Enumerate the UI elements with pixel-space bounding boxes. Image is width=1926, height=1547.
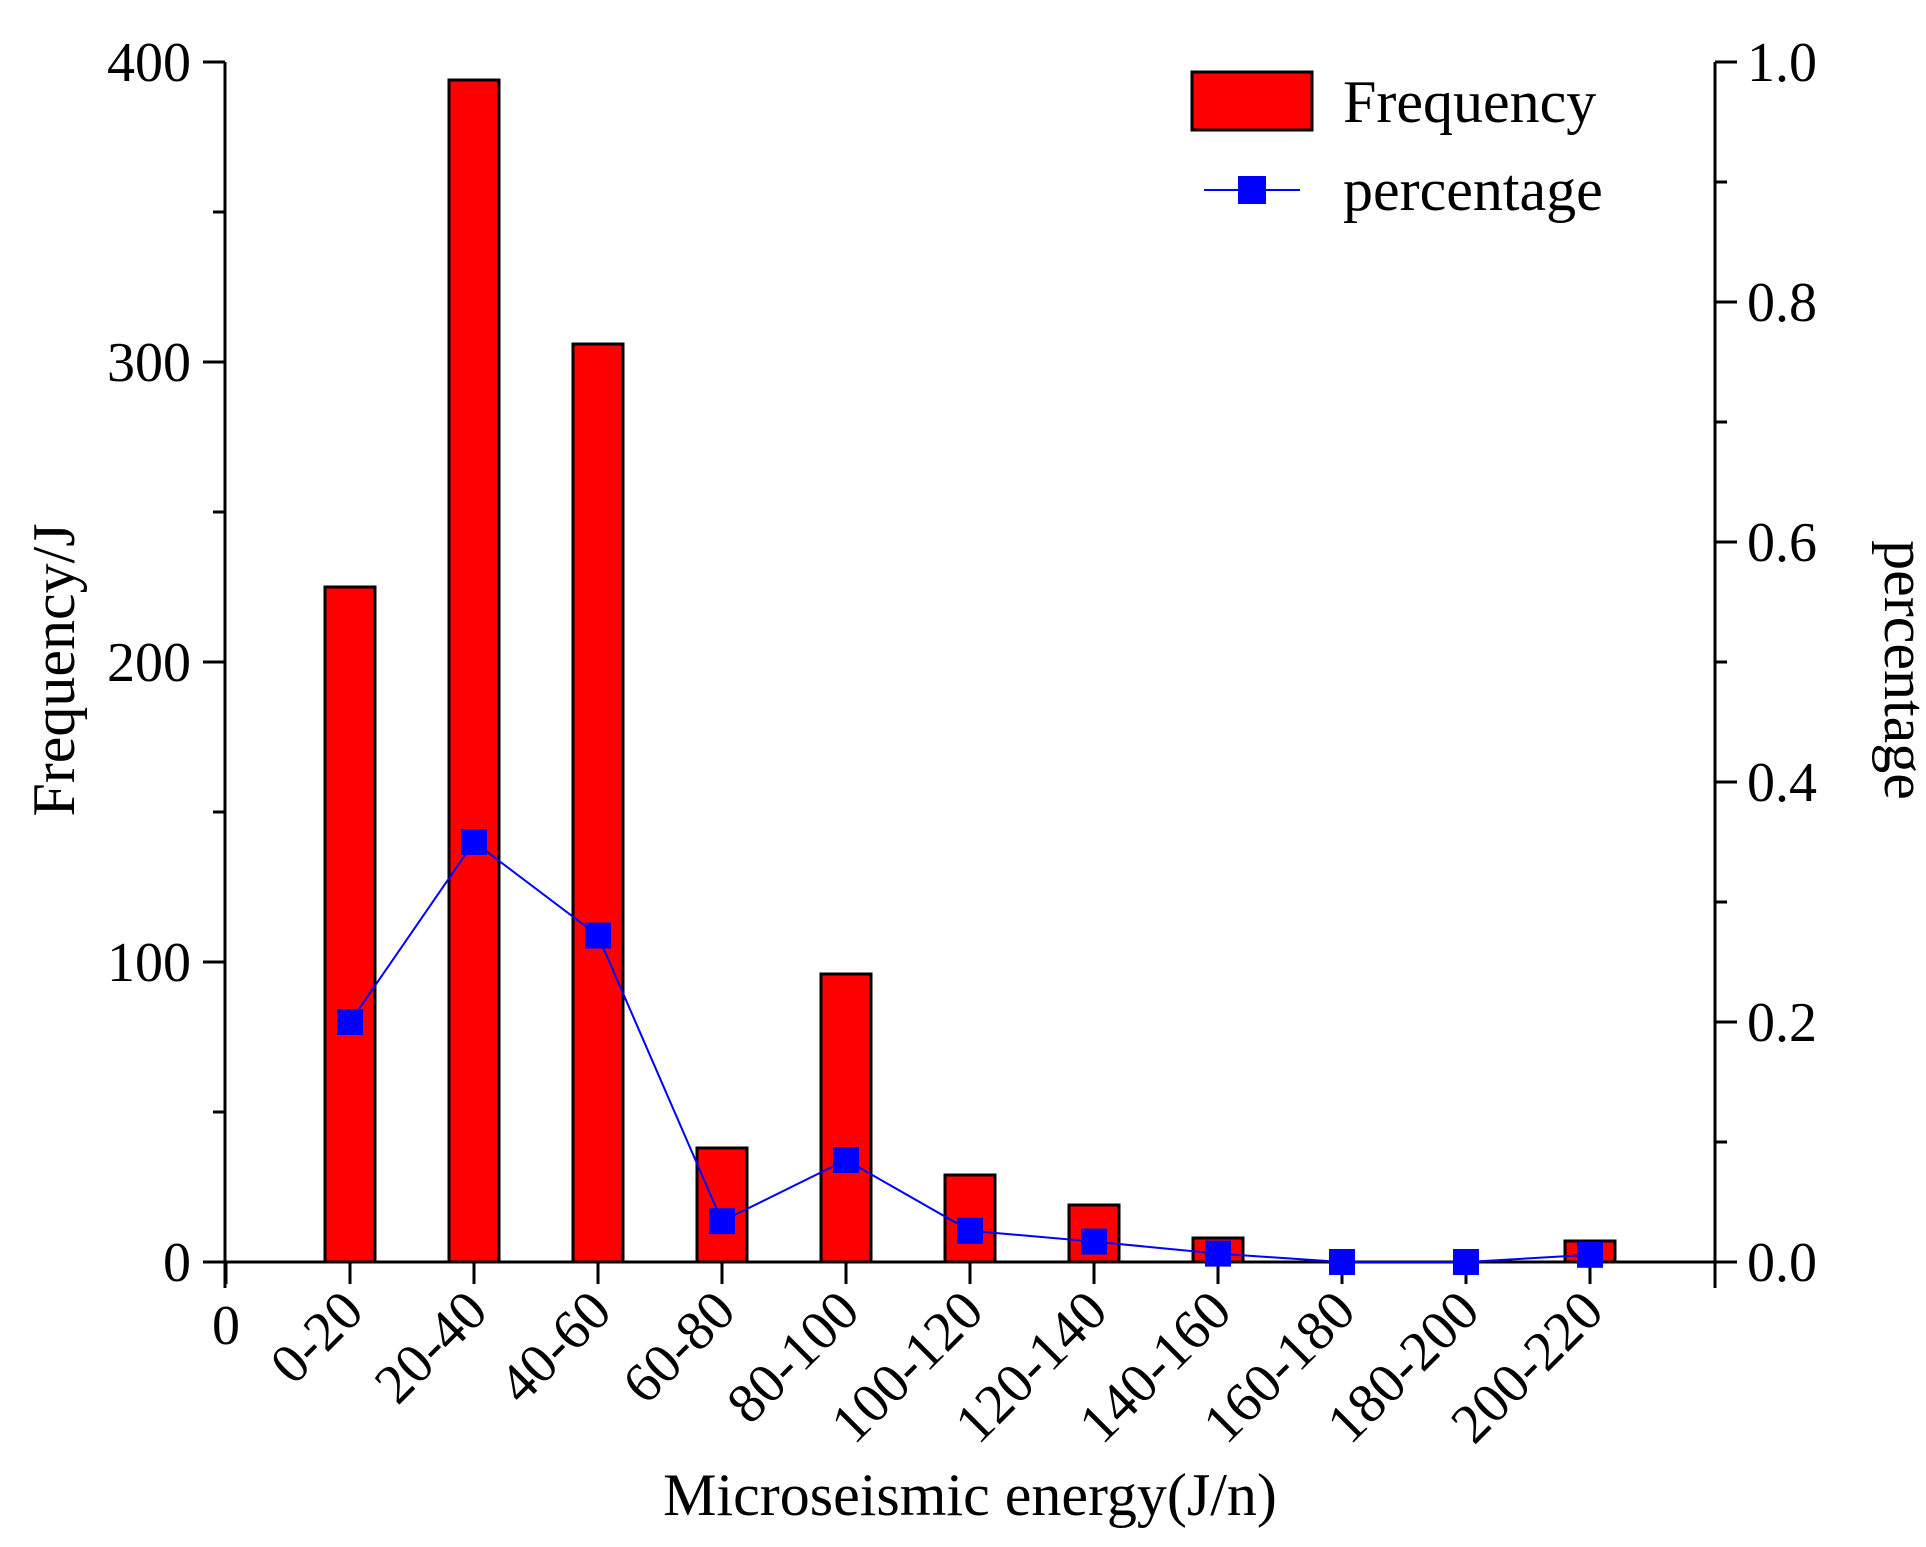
legend-label-frequency: Frequency <box>1343 69 1596 135</box>
y-right-tick-label: 1.0 <box>1747 32 1817 94</box>
percentage-point-80-100 <box>833 1147 859 1173</box>
y-axis-right-title: percentage <box>1872 540 1926 800</box>
percentage-point-0-20 <box>337 1009 363 1035</box>
bar-40-60 <box>571 342 625 1264</box>
x-tick-label-0-20: 0-20 <box>259 1279 375 1395</box>
percentage-point-160-180 <box>1329 1249 1355 1275</box>
percentage-point-100-120 <box>957 1217 983 1244</box>
percentage-point-40-60 <box>585 922 611 949</box>
y-right-tick-label: 0.2 <box>1747 992 1817 1054</box>
bar-60-80 <box>695 1146 749 1264</box>
percentage-point-140-160 <box>1205 1240 1231 1267</box>
percentage-point-120-140 <box>1081 1228 1107 1255</box>
x-tick-label-40-60: 40-60 <box>487 1279 623 1415</box>
legend: Frequency percentage <box>1190 69 1603 223</box>
x-tick-label-20-40: 20-40 <box>363 1279 499 1415</box>
y-right-tick-label: 0.6 <box>1747 512 1817 574</box>
x-origin-label: 0 <box>212 1295 240 1357</box>
y-right-tick-label: 0.4 <box>1747 752 1817 814</box>
legend-swatch-frequency <box>1190 70 1314 132</box>
percentage-point-60-80 <box>709 1208 735 1235</box>
x-axis-title: Microseismic energy(J/n) <box>663 1462 1277 1528</box>
bar-80-100 <box>819 972 873 1264</box>
percentage-point-20-40 <box>461 829 487 855</box>
y-left-tick-label: 400 <box>107 32 191 94</box>
axes-layer <box>203 60 1737 1288</box>
y-left-tick-label: 0 <box>163 1232 191 1294</box>
y-left-tick-label: 200 <box>107 632 191 694</box>
y-right-tick-label: 0.8 <box>1747 272 1817 334</box>
y-axis-left-title: Frequency/J <box>21 523 87 816</box>
y-right-tick-label: 0.0 <box>1747 1232 1817 1294</box>
bars-layer <box>323 78 1617 1264</box>
percentage-point-180-200 <box>1453 1249 1479 1275</box>
y-left-tick-label: 100 <box>107 932 191 994</box>
legend-label-percentage: percentage <box>1343 157 1603 223</box>
bar-0-20 <box>323 585 377 1264</box>
bar-20-40 <box>447 78 501 1264</box>
legend-marker-percentage <box>1238 176 1266 204</box>
y-left-tick-label: 300 <box>107 332 191 394</box>
percentage-point-200-220 <box>1577 1241 1603 1268</box>
line-layer <box>337 829 1603 1275</box>
